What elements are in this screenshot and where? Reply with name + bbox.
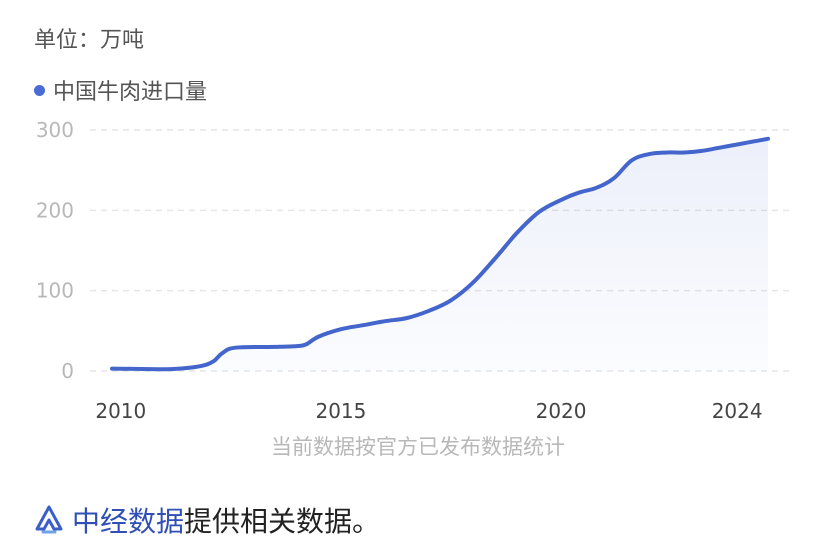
y-tick-label: 0 [61, 359, 74, 383]
data-note: 当前数据按官方已发布数据统计 [0, 431, 828, 461]
unit-label: 单位：万吨 [34, 28, 145, 53]
legend[interactable]: 中国牛肉进口量 [34, 74, 207, 106]
y-tick-label: 200 [36, 198, 74, 222]
x-tick-label: 2015 [315, 399, 366, 423]
x-tick-label: 2024 [712, 399, 763, 423]
x-tick-label: 2010 [95, 399, 146, 423]
y-tick-label: 300 [36, 118, 74, 142]
brand-name[interactable]: 中经数据 [72, 505, 185, 538]
legend-label: 中国牛肉进口量 [53, 80, 208, 105]
footer: 中经数据 提供相关数据。 [34, 500, 380, 540]
y-tick-label: 100 [36, 279, 74, 303]
x-tick-label: 2020 [536, 399, 587, 423]
footer-text: 提供相关数据。 [184, 505, 381, 538]
data-note-text: 当前数据按官方已发布数据统计 [271, 435, 565, 459]
series-area [112, 138, 768, 371]
series-line[interactable] [110, 136, 770, 372]
legend-dot-icon [34, 84, 45, 96]
line-chart: 0 100 200 300 2010 2015 2020 2024 [36, 118, 790, 423]
brand-logo-icon [35, 505, 63, 534]
